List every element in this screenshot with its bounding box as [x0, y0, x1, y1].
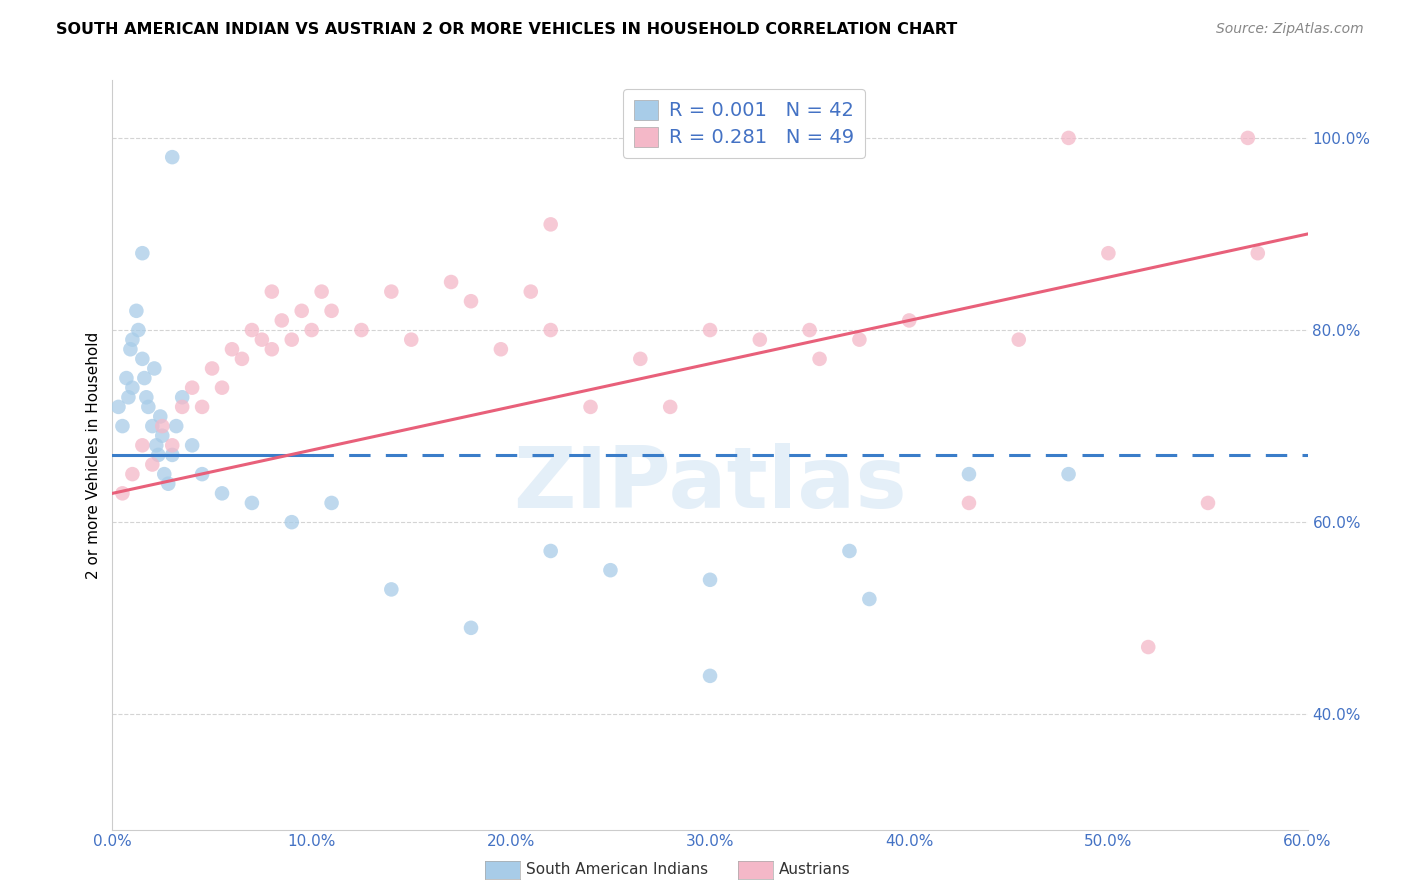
Point — [489, 343, 512, 357]
Point — [540, 218, 562, 232]
Point — [162, 438, 183, 452]
Point — [1057, 467, 1080, 482]
Text: Austrians: Austrians — [779, 863, 851, 877]
Point — [120, 343, 142, 357]
Point — [321, 303, 343, 318]
Point — [111, 419, 134, 434]
Point — [440, 275, 463, 289]
Point — [898, 313, 921, 327]
Point — [579, 400, 602, 414]
Point — [141, 419, 163, 434]
Point — [281, 515, 304, 529]
Point — [181, 438, 204, 452]
Point — [1197, 496, 1219, 510]
Point — [380, 285, 402, 299]
Point — [162, 150, 183, 164]
Point — [1247, 246, 1270, 260]
Point — [121, 333, 143, 347]
Point — [107, 400, 129, 414]
Point — [628, 351, 651, 366]
Point — [350, 323, 373, 337]
Point — [150, 428, 173, 442]
Point — [1097, 246, 1119, 260]
Text: South American Indians: South American Indians — [526, 863, 709, 877]
Point — [131, 438, 153, 452]
Point — [380, 582, 402, 597]
Point — [301, 323, 323, 337]
Point — [260, 343, 283, 357]
Point — [848, 333, 870, 347]
Text: ZIPatlas: ZIPatlas — [513, 443, 907, 526]
Point — [270, 313, 292, 327]
Point — [211, 381, 233, 395]
Point — [121, 381, 143, 395]
Point — [148, 448, 170, 462]
Point — [291, 303, 314, 318]
Point — [131, 351, 153, 366]
Point — [138, 400, 160, 414]
Point — [240, 496, 263, 510]
Point — [117, 390, 139, 404]
Point — [460, 621, 482, 635]
Point — [181, 381, 204, 395]
Point — [231, 351, 253, 366]
Point — [153, 467, 176, 482]
Text: Source: ZipAtlas.com: Source: ZipAtlas.com — [1216, 22, 1364, 37]
Point — [240, 323, 263, 337]
Point — [957, 467, 980, 482]
Point — [699, 669, 721, 683]
Point — [401, 333, 423, 347]
Y-axis label: 2 or more Vehicles in Household: 2 or more Vehicles in Household — [86, 331, 101, 579]
Point — [1008, 333, 1031, 347]
Point — [1237, 131, 1260, 145]
Point — [1057, 131, 1080, 145]
Point — [799, 323, 821, 337]
Point — [172, 400, 194, 414]
Point — [162, 448, 183, 462]
Point — [211, 486, 233, 500]
Point — [957, 496, 980, 510]
Point — [659, 400, 682, 414]
Point — [135, 390, 157, 404]
Point — [599, 563, 621, 577]
Point — [165, 419, 187, 434]
Point — [221, 343, 243, 357]
Point — [191, 400, 214, 414]
Point — [460, 294, 482, 309]
Point — [131, 246, 153, 260]
Point — [250, 333, 273, 347]
Point — [748, 333, 770, 347]
Point — [141, 458, 163, 472]
Point — [321, 496, 343, 510]
Point — [172, 390, 194, 404]
Point — [808, 351, 831, 366]
Point — [540, 323, 562, 337]
Point — [260, 285, 283, 299]
Point — [858, 592, 880, 607]
Point — [1137, 640, 1160, 654]
Point — [157, 476, 180, 491]
Point — [838, 544, 860, 558]
Point — [699, 323, 721, 337]
Point — [281, 333, 304, 347]
Point — [699, 573, 721, 587]
Point — [121, 467, 143, 482]
Point — [125, 303, 148, 318]
Point — [111, 486, 134, 500]
Text: SOUTH AMERICAN INDIAN VS AUSTRIAN 2 OR MORE VEHICLES IN HOUSEHOLD CORRELATION CH: SOUTH AMERICAN INDIAN VS AUSTRIAN 2 OR M… — [56, 22, 957, 37]
Point — [145, 438, 167, 452]
Legend: R = 0.001   N = 42, R = 0.281   N = 49: R = 0.001 N = 42, R = 0.281 N = 49 — [623, 89, 865, 158]
Point — [149, 409, 172, 424]
Point — [143, 361, 166, 376]
Point — [191, 467, 214, 482]
Point — [115, 371, 138, 385]
Point — [520, 285, 543, 299]
Point — [150, 419, 173, 434]
Point — [540, 544, 562, 558]
Point — [127, 323, 149, 337]
Point — [311, 285, 333, 299]
Point — [134, 371, 156, 385]
Point — [201, 361, 224, 376]
